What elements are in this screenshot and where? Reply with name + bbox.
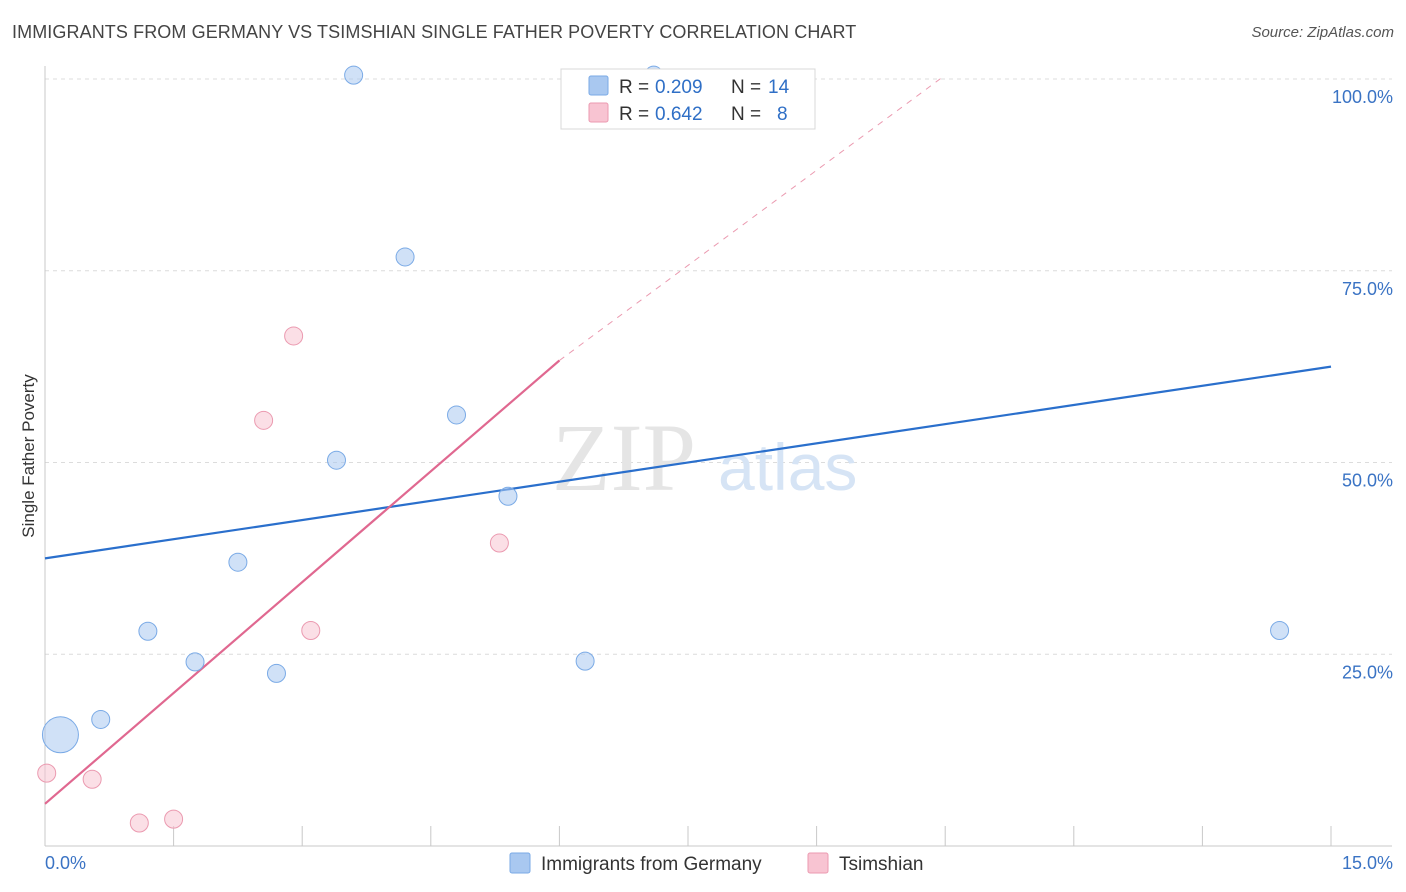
point-germany bbox=[395, 247, 415, 267]
chart-title: IMMIGRANTS FROM GERMANY VS TSIMSHIAN SIN… bbox=[12, 22, 857, 42]
point-germany bbox=[185, 652, 205, 672]
y-tick-label: 50.0% bbox=[1342, 471, 1393, 491]
series-swatch-germany bbox=[509, 852, 531, 874]
point-tsimshian bbox=[489, 533, 509, 553]
point-germany bbox=[228, 552, 248, 572]
legend-r-germany: 0.209 bbox=[655, 77, 703, 98]
x-tick-labels: 0.0% 15.0% bbox=[45, 853, 1393, 873]
x-tick-label: 15.0% bbox=[1342, 853, 1393, 873]
point-germany bbox=[91, 709, 111, 729]
point-germany bbox=[41, 716, 79, 754]
point-tsimshian bbox=[37, 763, 57, 783]
legend-swatch-tsimshian bbox=[588, 102, 609, 123]
trend-line-extension bbox=[559, 74, 946, 361]
legend-swatch-germany bbox=[588, 75, 609, 96]
point-germany bbox=[575, 651, 595, 671]
watermark: ZIP atlas bbox=[552, 404, 857, 511]
legend-r-tsimshian: 0.642 bbox=[655, 104, 703, 125]
point-germany bbox=[1270, 620, 1290, 640]
point-tsimshian bbox=[164, 809, 184, 829]
point-germany bbox=[326, 450, 346, 470]
svg-text:N =: N = bbox=[731, 104, 761, 125]
trend-lines bbox=[44, 74, 1332, 805]
point-tsimshian bbox=[129, 813, 149, 833]
source-label: Source: ZipAtlas.com bbox=[1251, 24, 1394, 41]
point-tsimshian bbox=[82, 769, 102, 789]
data-points bbox=[37, 65, 1290, 833]
y-tick-labels: 25.0% 50.0% 75.0% 100.0% bbox=[1332, 87, 1393, 682]
point-germany bbox=[266, 663, 286, 683]
trend-line-germany bbox=[44, 365, 1332, 560]
point-germany bbox=[344, 65, 364, 85]
y-tick-label: 100.0% bbox=[1332, 87, 1393, 107]
svg-text:N =: N = bbox=[731, 77, 761, 98]
y-tick-label: 25.0% bbox=[1342, 662, 1393, 682]
point-tsimshian bbox=[254, 410, 274, 430]
point-tsimshian bbox=[301, 620, 321, 640]
x-tick-label: 0.0% bbox=[45, 853, 86, 873]
series-swatch-tsimshian bbox=[807, 852, 829, 874]
point-tsimshian bbox=[284, 326, 304, 346]
grid bbox=[45, 78, 1392, 655]
legend-n-tsimshian: 8 bbox=[777, 104, 788, 125]
y-axis-title: Single Father Poverty bbox=[19, 374, 38, 538]
series-legend: Immigrants from Germany Tsimshian bbox=[509, 852, 923, 875]
svg-text:R =: R = bbox=[619, 77, 649, 98]
axes bbox=[44, 66, 1392, 847]
series-label-germany: Immigrants from Germany bbox=[541, 854, 762, 875]
trend-line-tsimshian bbox=[44, 359, 561, 805]
stats-legend: R = 0.209 N = 14 R = 0.642 N = 8 bbox=[560, 68, 816, 130]
point-germany bbox=[138, 621, 158, 641]
watermark-atlas: atlas bbox=[718, 430, 857, 504]
y-tick-label: 75.0% bbox=[1342, 279, 1393, 299]
point-germany bbox=[447, 405, 467, 425]
series-label-tsimshian: Tsimshian bbox=[839, 854, 923, 875]
svg-text:R =: R = bbox=[619, 104, 649, 125]
legend-n-germany: 14 bbox=[768, 77, 790, 98]
watermark-zip: ZIP bbox=[552, 404, 696, 511]
point-germany bbox=[498, 486, 518, 506]
